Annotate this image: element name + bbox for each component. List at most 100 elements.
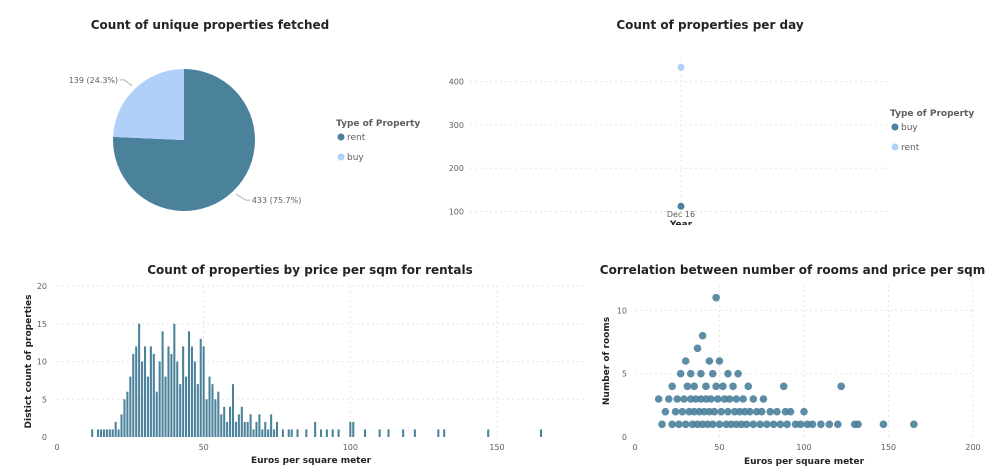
x-tick-label: 100 [343,443,358,452]
price-histogram-panel[interactable]: Count of properties by price per sqm for… [20,255,600,470]
legend-marker-buy [891,123,899,131]
x-tick-label: 100 [796,443,811,452]
bar [287,429,290,437]
bar [170,353,173,437]
price-histogram[interactable]: 0 5 10 15 20 0 50 100 150 Euros per square meter D… [20,255,600,470]
bar [211,384,214,437]
scatter-point [683,382,692,391]
bar [255,421,258,437]
scatter-point [668,420,676,429]
bar [214,399,217,437]
bar [176,361,179,437]
bar [97,429,100,437]
bar [132,353,135,437]
pie-chart[interactable]: 433 (75.7%) 139 (24.3%) Type of Property re… [20,20,460,220]
bar [91,429,94,437]
y-tick-label: 200 [449,164,464,173]
bar [199,338,202,437]
scatter-point [744,382,753,391]
bar [111,429,114,437]
x-tick-label: 50 [714,443,724,452]
bar [167,346,170,437]
scatter-point [690,382,698,391]
bar [146,376,149,437]
x-axis-title: Euros per square meter [744,457,865,467]
bar [234,421,237,437]
bar [182,346,185,437]
bar [240,406,243,437]
scatter-point [712,293,720,302]
bar [164,376,167,437]
scatter-point [715,357,724,365]
legend-label-buy: buy [347,153,364,163]
pie-slice-rent [113,69,255,212]
legend-marker-buy [337,153,345,161]
scatter-point [732,395,741,403]
bar [173,323,176,437]
scatter-point [697,369,705,378]
scatter-point [783,420,791,429]
scatter-point [729,382,737,391]
bar [261,429,264,437]
legend-label-rent: rent [347,133,366,143]
scatter-point [693,344,702,353]
leader-line [120,79,133,87]
scatter-point [779,382,788,391]
bar [281,429,284,437]
x-axis-title: Euros per square meter [251,456,372,466]
y-axis-title: Distict count of properties [24,295,34,429]
bar [179,384,182,437]
scatter-point [719,382,727,391]
scatter-point [665,395,673,403]
point-buy [677,202,685,210]
scatter-point [800,407,808,416]
leader-line [235,193,250,201]
scatter-point [756,420,764,429]
bar [252,429,255,437]
scatter-point [724,407,732,416]
chart-title: Count of properties per day [616,18,804,32]
bar [539,429,543,437]
y-tick-label: 20 [37,282,47,291]
legend-marker-rent [891,143,899,151]
scatter-point [702,382,710,391]
x-tick-label: 0 [632,443,637,452]
chart-title: Correlation between number of rooms and … [599,263,986,277]
bar [249,414,252,437]
bar [155,391,158,437]
scatter-point [796,420,805,429]
bar [123,399,126,437]
bar [258,414,261,437]
bar [413,429,416,437]
scatter-point [671,407,680,416]
bar [349,421,352,437]
legend-title: Type of Property [890,109,974,119]
scatter-point [769,420,778,429]
chart-title: Count of properties by price per sqm for… [147,263,473,277]
scatter-point [707,395,715,403]
bar [270,414,273,437]
pie-chart-panel[interactable]: Count of unique properties fetched 433 (… [20,10,460,220]
scatter-point [817,420,825,429]
bar [363,429,367,437]
bar [267,429,270,437]
scatter-point [825,420,834,429]
x-tick-label: Dec 16 [667,210,695,219]
bar [237,414,240,437]
per-day-chart-panel[interactable]: Count of properties per day 100 200 300 400… [440,10,980,225]
correlation-chart-panel[interactable]: Correlation between number of rooms and … [595,255,990,470]
y-tick-label: 15 [37,320,47,329]
legend-marker-rent [337,133,345,141]
scatter-point [724,369,732,378]
scatter-point [675,420,683,429]
scatter-point [910,420,918,429]
y-tick-label: 400 [449,78,464,87]
scatter-point [705,357,714,365]
bar [314,421,317,437]
bar [229,406,232,437]
bar [143,346,147,437]
bar [387,429,390,437]
bar [99,429,103,437]
